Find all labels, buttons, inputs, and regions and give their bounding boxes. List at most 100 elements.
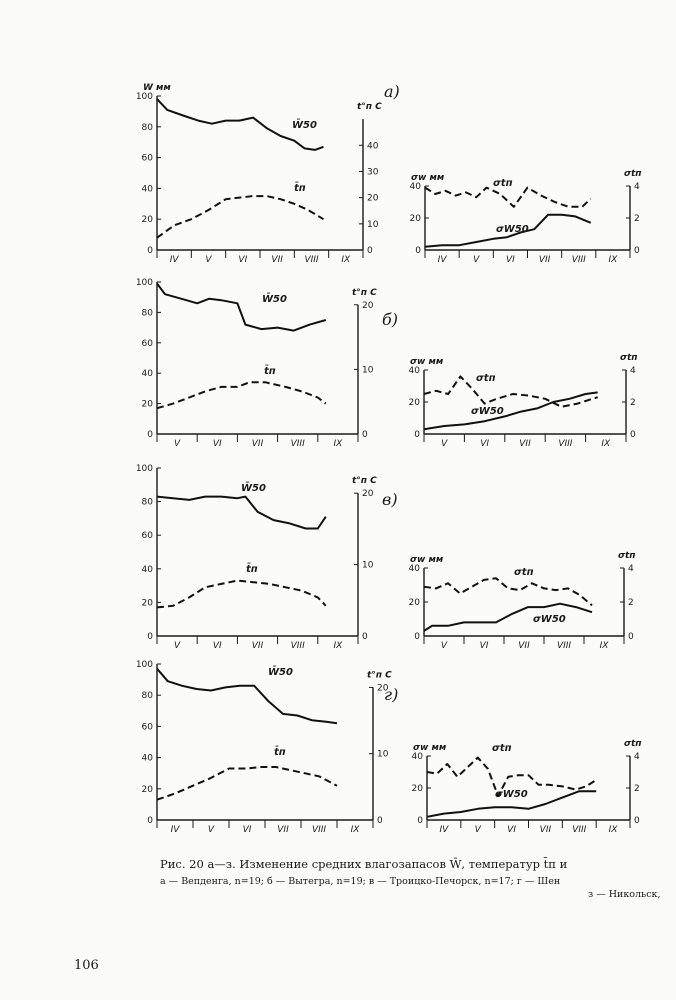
x-tick-label: VI <box>507 825 516 835</box>
series-label-tp: t̄п <box>274 745 286 758</box>
x-tick-label: VII <box>271 255 283 265</box>
y-tick-label-right: 2 <box>634 784 640 794</box>
x-tick-label: V <box>174 439 181 449</box>
y-tick-label-left: 20 <box>142 598 154 608</box>
y-tick-label-left: 60 <box>142 154 154 164</box>
y-tick-label-left: 20 <box>409 398 421 408</box>
y-tick-label-left: 20 <box>412 784 424 794</box>
y-tick-label-left: 40 <box>412 752 424 762</box>
x-tick-label: VI <box>480 641 489 651</box>
x-tick-label: V <box>475 825 482 835</box>
y-tick-label-left: 80 <box>142 498 154 508</box>
y-tick-label-left: 100 <box>136 660 153 670</box>
chart-panel-7: 0 20 40 60 80 100 0 10 20 t°п С IV V VI VII VIII IX г) W̄… <box>136 660 399 835</box>
series-label-sigma_tp: σtп <box>493 178 513 189</box>
y-tick-label-left: 100 <box>136 278 153 288</box>
x-tick-label: VI <box>243 825 252 835</box>
y-tick-label-right: 2 <box>628 598 634 608</box>
chart-panel-1: 0 20 40 60 80 100 0 10 20 30 40 W мм t°п С IV V VI VII VI… <box>136 82 400 265</box>
y-tick-label-right: 20 <box>367 194 379 204</box>
series-line-sigma_W50 <box>424 213 592 248</box>
x-tick-label: IV <box>171 825 181 835</box>
series-label-sigma_W50: σW50 <box>496 224 529 235</box>
x-tick-label: VI <box>238 255 247 265</box>
x-tick-label: VIII <box>557 641 571 651</box>
y-tick-label-right: 0 <box>367 246 373 256</box>
y-tick-label-left: 80 <box>142 308 154 318</box>
x-tick-label: IX <box>333 439 343 449</box>
chart-panel-4: 0 20 40 0 2 4 σw мм σtп V VI VII VIII IX σW50 σtп <box>409 353 638 449</box>
x-tick-label: IX <box>600 641 610 651</box>
y-tick-label-right: 10 <box>377 750 389 760</box>
y-tick-label-right: 4 <box>634 182 640 192</box>
x-tick-label: IV <box>440 825 450 835</box>
x-tick-label: V <box>205 255 212 265</box>
y-tick-label-left: 100 <box>136 92 153 102</box>
x-tick-label: VII <box>539 255 551 265</box>
x-tick-label: VI <box>213 641 222 651</box>
chart-panel-6: 0 20 40 0 2 4 σw мм σtп V VI VII VIII IX σW50 σtп <box>409 551 636 651</box>
y-tick-label-right: 4 <box>628 564 634 574</box>
y-tick-label-left: 60 <box>142 722 154 732</box>
x-tick-label: V <box>208 825 215 835</box>
series-line-W50 <box>156 282 327 332</box>
x-tick-label: IX <box>609 825 619 835</box>
x-tick-label: VII <box>252 439 264 449</box>
series-line-tp <box>156 766 338 801</box>
series-line-sigma_W50 <box>423 391 598 431</box>
x-tick-label: IV <box>170 255 180 265</box>
y-tick-label-right: 0 <box>628 632 634 642</box>
y-tick-label-left: 40 <box>410 182 422 192</box>
x-tick-label: VI <box>506 255 515 265</box>
x-tick-label: VII <box>540 825 552 835</box>
caption-line-2: а — Вепденга, n=19; б — Вытегра, n=19; в… <box>160 876 561 888</box>
x-tick-label: VIII <box>304 255 318 265</box>
series-label-W50: W̄50 <box>268 665 293 678</box>
y-axis-label-right: σtп <box>620 353 638 363</box>
series-line-tp <box>156 381 327 410</box>
x-tick-label: V <box>174 641 181 651</box>
series-label-W50: W̄50 <box>241 481 266 494</box>
y-tick-label-left: 0 <box>147 430 153 440</box>
chart-panel-5: 0 20 40 60 80 100 0 10 20 t°п С V VI VII VIII IX в) W̄50… <box>136 464 398 651</box>
caption-line-1: Рис. 20 а—з. Изменение средних влагозапа… <box>160 857 568 871</box>
page-number: 106 <box>74 958 99 973</box>
y-tick-label-right: 2 <box>630 398 636 408</box>
y-tick-label-left: 40 <box>142 754 154 764</box>
series-label-W50: W̄50 <box>292 118 317 131</box>
y-tick-label-left: 20 <box>142 400 154 410</box>
y-tick-label-left: 40 <box>409 366 421 376</box>
caption-line-3: з — Никольск, <box>588 889 661 901</box>
y-tick-label-right: 10 <box>362 561 374 571</box>
y-tick-label-left: 100 <box>136 464 153 474</box>
y-tick-label-left: 40 <box>142 184 154 194</box>
chart-panel-2: 0 20 40 0 2 4 σw мм σtп IV V VI VII VIII IX σW50 σtп <box>410 169 642 265</box>
series-label-sigma_tp: σtп <box>492 743 512 754</box>
y-tick-label-right: 4 <box>634 752 640 762</box>
chart-panel-8: 0 20 40 0 2 4 σw мм σtп IV V VI VII VIII IX σW50 σtп <box>412 739 642 835</box>
series-line-sigma_tp <box>423 375 599 408</box>
y-tick-label-right: 0 <box>362 632 368 642</box>
x-tick-label: VIII <box>312 825 326 835</box>
series-line-W50 <box>156 495 327 530</box>
series-label-sigma_W50: σW50 <box>495 789 528 800</box>
x-tick-label: VII <box>518 641 530 651</box>
x-tick-label: VIII <box>291 439 305 449</box>
y-axis-label-right: t°п С <box>352 476 377 486</box>
series-line-W50 <box>156 98 324 151</box>
y-tick-label-right: 0 <box>362 430 368 440</box>
y-tick-label-right: 0 <box>634 246 640 256</box>
y-axis-label-right: σtп <box>624 739 642 749</box>
x-tick-label: IX <box>351 825 361 835</box>
series-label-tp: t̄п <box>294 181 306 194</box>
y-tick-label-left: 0 <box>147 816 153 826</box>
y-tick-label-right: 0 <box>377 816 383 826</box>
series-label-sigma_W50: σW50 <box>471 406 504 417</box>
panel-label: в) <box>382 490 398 509</box>
panel-label: б) <box>382 310 398 329</box>
series-line-W50 <box>156 668 338 725</box>
panel-label: а) <box>384 82 400 101</box>
series-label-sigma_tp: σtп <box>476 373 496 384</box>
x-tick-label: IV <box>438 255 448 265</box>
